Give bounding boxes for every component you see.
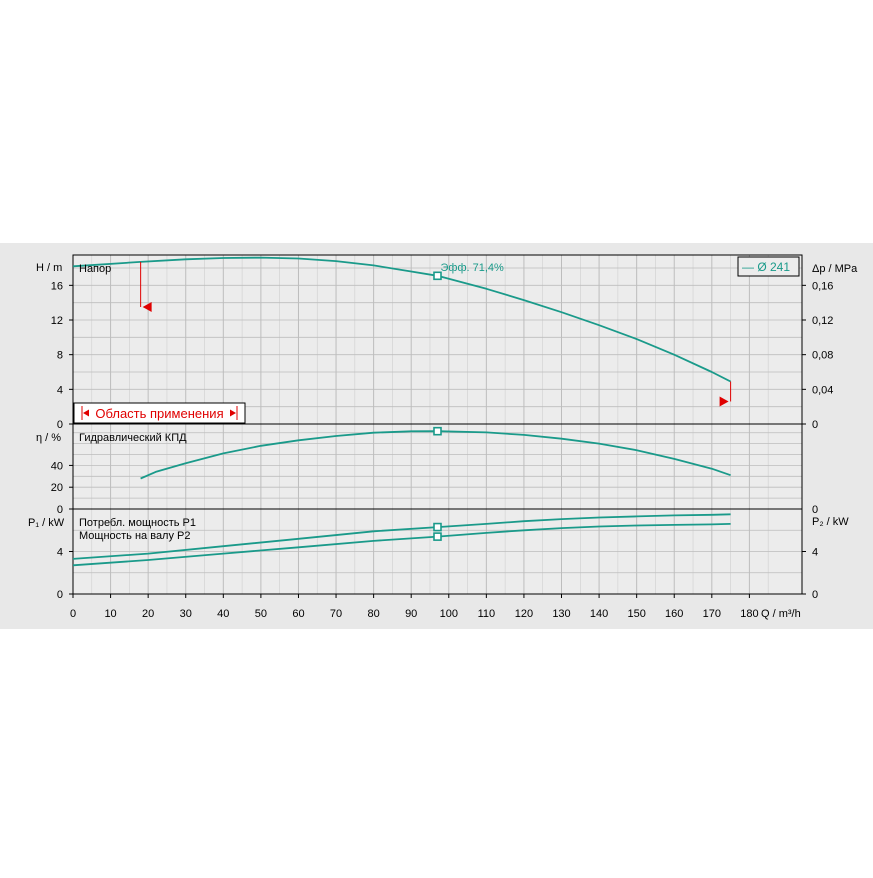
head-ytick-right-1: 0,04 <box>812 384 833 396</box>
pow-ytick-right-0: 0 <box>812 589 818 601</box>
head-panel-label: Напор <box>79 263 111 275</box>
head-ytick-4: 4 <box>57 384 63 396</box>
xtick-40: 40 <box>217 608 229 620</box>
xtick-180: 180 <box>740 608 758 620</box>
xtick-70: 70 <box>330 608 342 620</box>
efficiency-curve <box>140 430 731 480</box>
range-box <box>73 402 246 424</box>
pow-axis-title: P₁ / kW <box>28 517 65 529</box>
xtick-90: 90 <box>405 608 417 620</box>
eff-operating-point <box>433 426 442 436</box>
p2-curve <box>72 523 731 567</box>
pow-ytick-right-1: 4 <box>812 547 818 559</box>
legend-label: — Ø 241 <box>742 260 790 274</box>
eff-axis-title: η / % <box>36 432 61 444</box>
head-curve <box>72 256 732 383</box>
head-axis-title: H / m <box>36 262 62 274</box>
p2-operating-point <box>433 532 442 541</box>
p1-operating-point <box>433 522 442 532</box>
xtick-120: 120 <box>515 608 533 620</box>
head-ytick-right-0: 0 <box>812 419 818 431</box>
eff-ytick-40: 40 <box>51 460 63 472</box>
pow-ytick-0: 0 <box>57 589 63 601</box>
p1-panel-label: Потребл. мощность P1 <box>79 517 196 529</box>
pow-axis-title-right: P₂ / kW <box>812 516 849 528</box>
head-axis-title-right: Δp / MPa <box>812 263 858 275</box>
range-end-arrow <box>719 396 729 407</box>
head-operating-point <box>433 271 442 281</box>
xtick-50: 50 <box>255 608 267 620</box>
head-ytick-12: 12 <box>51 315 63 327</box>
efficiency-annotation: Эфф. 71,4% <box>441 262 505 274</box>
range-box-left-arrow <box>83 409 89 417</box>
xtick-150: 150 <box>627 608 645 620</box>
eff-panel-label: Гидравлический КПД <box>79 432 187 444</box>
xtick-160: 160 <box>665 608 683 620</box>
range-label-text: Область применения <box>95 406 223 421</box>
head-ytick-0: 0 <box>57 419 63 431</box>
x-axis-title: Q / m³/h <box>761 608 801 620</box>
range-box-right-arrow <box>230 409 236 417</box>
p2-panel-label: Мощность на валу P2 <box>79 530 191 542</box>
legend: — Ø 241 <box>737 256 800 277</box>
xtick-100: 100 <box>440 608 458 620</box>
curves <box>72 256 732 567</box>
eff-ytick-right-0: 0 <box>812 504 818 516</box>
head-ytick-right-2: 0,08 <box>812 350 833 362</box>
xtick-60: 60 <box>292 608 304 620</box>
xtick-110: 110 <box>478 608 496 620</box>
legend-box <box>737 256 800 277</box>
range-start-arrow <box>142 302 152 312</box>
head-ytick-right-4: 0,16 <box>812 280 833 292</box>
xtick-80: 80 <box>367 608 379 620</box>
pow-ytick-4: 4 <box>57 547 63 559</box>
xtick-30: 30 <box>180 608 192 620</box>
markers <box>140 261 732 541</box>
head-ytick-8: 8 <box>57 350 63 362</box>
p1-curve <box>72 513 731 560</box>
panel-area-0 <box>73 255 802 424</box>
xtick-20: 20 <box>142 608 154 620</box>
xtick-170: 170 <box>703 608 721 620</box>
range-label-box: Область применения <box>73 402 246 424</box>
head-ytick-right-3: 0,12 <box>812 315 833 327</box>
panel-frames <box>69 254 806 598</box>
head-ytick-16: 16 <box>51 280 63 292</box>
eff-ytick-0: 0 <box>57 504 63 516</box>
xtick-140: 140 <box>590 608 608 620</box>
xtick-0: 0 <box>70 608 76 620</box>
eff-ytick-20: 20 <box>51 482 63 494</box>
xtick-130: 130 <box>552 608 570 620</box>
xtick-10: 10 <box>104 608 116 620</box>
panel-area-1 <box>73 424 802 509</box>
